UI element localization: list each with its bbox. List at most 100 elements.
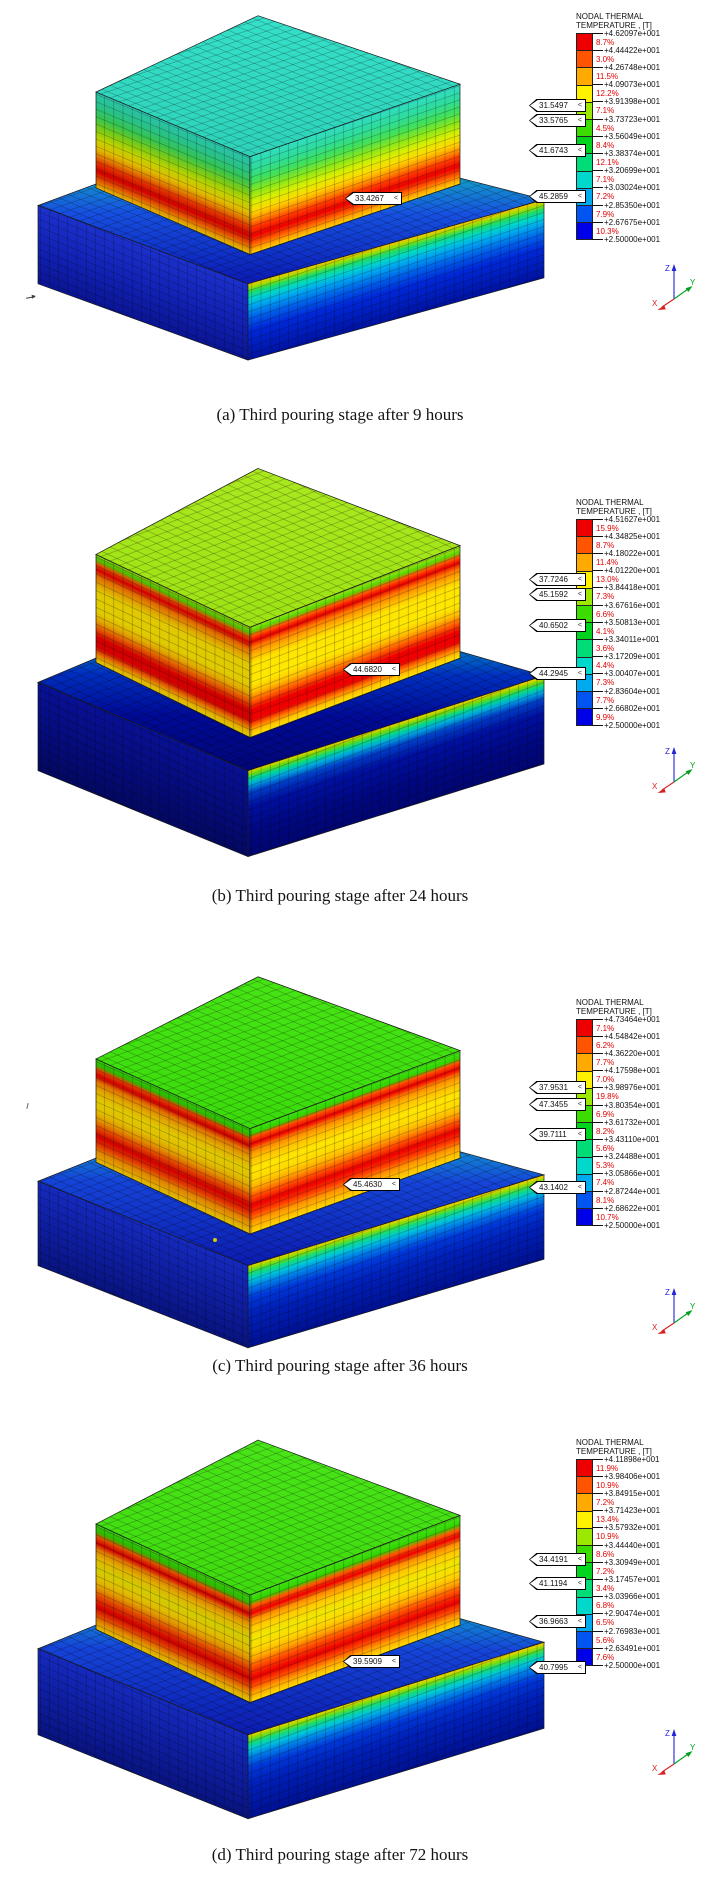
legend-tick-line (592, 1121, 603, 1123)
legend-tick-value: +4.44422e+001 (592, 46, 660, 55)
stray-yellow-dot (213, 1238, 217, 1242)
legend-color-band (577, 1053, 592, 1071)
legend-value-label: +3.67616e+001 (604, 600, 661, 610)
legend-tick-value: +2.85350e+001 (592, 201, 660, 210)
svg-text:Y: Y (690, 1302, 696, 1311)
legend-tick-line (592, 1052, 603, 1054)
legend-tick-value: +3.57932e+001 (592, 1523, 660, 1532)
legend-value-label: +3.50813e+001 (604, 617, 661, 627)
legend-value-label: +3.56049e+001 (604, 131, 661, 141)
legend-tick-value: +3.05866e+001 (592, 1169, 660, 1178)
legend-tick-value: +3.38374e+001 (592, 149, 660, 158)
legend-title-line2: TEMPERATURE , [T] (576, 1447, 652, 1456)
panel-caption: (b) Third pouring stage after 24 hours (211, 886, 469, 905)
legend-tick-line (592, 656, 603, 658)
legend-tick-line (592, 1510, 603, 1512)
legend-value-label: +4.62097e+001 (604, 28, 661, 38)
probe-value: 47.3455 (539, 1100, 568, 1109)
mesh-grid (38, 682, 248, 857)
legend-tick-line (592, 552, 603, 554)
legend-percent-label: 6.9% (596, 1109, 615, 1119)
legend-value-label: +4.18022e+001 (604, 548, 661, 558)
probe-label-box: 39.5909 < (344, 1656, 399, 1667)
legend-percent-label: 5.6% (596, 1143, 615, 1153)
legend-tick-value: +3.71423e+001 (592, 1506, 660, 1515)
legend-tick-value: +3.98406e+001 (592, 1472, 660, 1481)
legend-color-band (577, 222, 592, 240)
legend-percent-label: 7.2% (596, 1566, 615, 1576)
legend-value-label: +3.44440e+001 (604, 1540, 661, 1550)
figure-panel-d: NODAL THERMAL TEMPERATURE , [T] +4.11898e+… (0, 1395, 714, 1902)
legend-title-line1: NODAL THERMAL (576, 498, 644, 507)
legend-color-band (577, 1460, 592, 1477)
legend-tick-line (592, 604, 603, 606)
probe-arrow-glyph: < (393, 195, 398, 202)
legend-percent-label: 4.1% (596, 626, 615, 636)
legend-value-label: +4.09073e+001 (604, 80, 661, 90)
legend-tick-value: +2.63491e+001 (592, 1644, 660, 1653)
legend-tick-value: +2.90474e+001 (592, 1609, 660, 1618)
probe-label-box: 34.4191 < (530, 1554, 585, 1565)
legend-percent-label: 8.4% (596, 140, 615, 150)
legend-value-label: +4.26748e+001 (604, 62, 661, 72)
legend-value-label: +3.73723e+001 (604, 114, 661, 124)
legend-value-label: +4.11898e+001 (604, 1454, 660, 1464)
probe-label: 44.6820 < (343, 663, 400, 676)
probe-label-box: 36.9663 < (530, 1616, 585, 1627)
legend-percent-label: 3.6% (596, 643, 615, 653)
temperature-legend: NODAL THERMAL TEMPERATURE , [T] +4.62097e+… (576, 12, 712, 245)
temperature-legend: NODAL THERMAL TEMPERATURE , [T] +4.51627e+… (576, 498, 712, 731)
thermal-model-3d (37, 468, 546, 858)
legend-tick-line (592, 1035, 603, 1037)
legend-percent-label: 6.5% (596, 1618, 615, 1628)
legend-tick-line (592, 638, 603, 640)
legend-color-band (577, 536, 592, 554)
legend-tick-value: +4.11898e+001 (592, 1455, 659, 1464)
probe-label-box: 39.7111 < (530, 1129, 585, 1140)
legend-title-line2: TEMPERATURE , [T] (576, 21, 652, 30)
legend-tick-line (592, 118, 603, 120)
probe-arrow-glyph: < (577, 576, 582, 583)
legend-tick-value: +2.66802e+001 (592, 704, 660, 713)
probe-value: 37.7246 (539, 575, 568, 584)
legend-title-line1: NODAL THERMAL (576, 998, 644, 1007)
legend-body: +4.51627e+001 +4.34825e+001 +4.18022e+001 +… (576, 515, 712, 731)
legend-tick-value: +4.62097e+001 (592, 29, 660, 38)
probe-label-box: 44.6820 < (344, 664, 399, 675)
probe-arrow-glyph: < (577, 1556, 582, 1563)
legend-tick-value: +3.84418e+001 (592, 583, 660, 592)
legend-tick-line (592, 1647, 603, 1649)
legend-tick-value: +4.36220e+001 (592, 1049, 660, 1058)
svg-text:Z: Z (665, 1288, 670, 1297)
legend-percent-label: 12.2% (596, 89, 619, 99)
probe-label-box: 41.6743 < (530, 145, 585, 156)
svg-text:Y: Y (690, 1743, 696, 1752)
legend-percent-label: 7.2% (596, 192, 615, 202)
legend-tick-line (592, 49, 603, 51)
legend-color-band (577, 170, 592, 188)
legend-percent-label: 10.9% (596, 1480, 619, 1490)
mesh-grid (38, 1648, 248, 1819)
legend-tick-value: +2.76983e+001 (592, 1627, 660, 1636)
mesh-grid (96, 1058, 250, 1234)
legend-body: +4.62097e+001 +4.44422e+001 +4.26748e+001 +… (576, 29, 712, 245)
legend-tick-value: +2.50000e+001 (592, 721, 660, 730)
panel-caption: (a) Third pouring stage after 9 hours (216, 405, 464, 424)
svg-text:Y: Y (690, 761, 696, 770)
legend-percent-label: 15.9% (596, 523, 619, 533)
legend-tick-value: +4.17598e+001 (592, 1066, 660, 1075)
legend-color-band (577, 1208, 592, 1226)
svg-text:X: X (652, 1323, 658, 1332)
figure-panel-a: NODAL THERMAL TEMPERATURE , [T] +4.62097e+… (0, 0, 714, 443)
legend-value-label: +4.73464e+001 (604, 1014, 661, 1024)
probe-label: 33.5765 < (529, 114, 586, 127)
svg-text:X: X (652, 1764, 658, 1773)
legend-tick-line (592, 66, 603, 68)
legend-percent-label: 7.1% (596, 1023, 615, 1033)
legend-percent-label: 13.4% (596, 1515, 619, 1525)
probe-label-box: 45.2859 < (530, 191, 585, 202)
axis-triad-icon: Z Y X (652, 264, 696, 310)
legend-tick-line (592, 673, 603, 675)
legend-value-label: +2.66802e+001 (604, 703, 661, 713)
legend-value-label: +3.84915e+001 (604, 1488, 661, 1498)
